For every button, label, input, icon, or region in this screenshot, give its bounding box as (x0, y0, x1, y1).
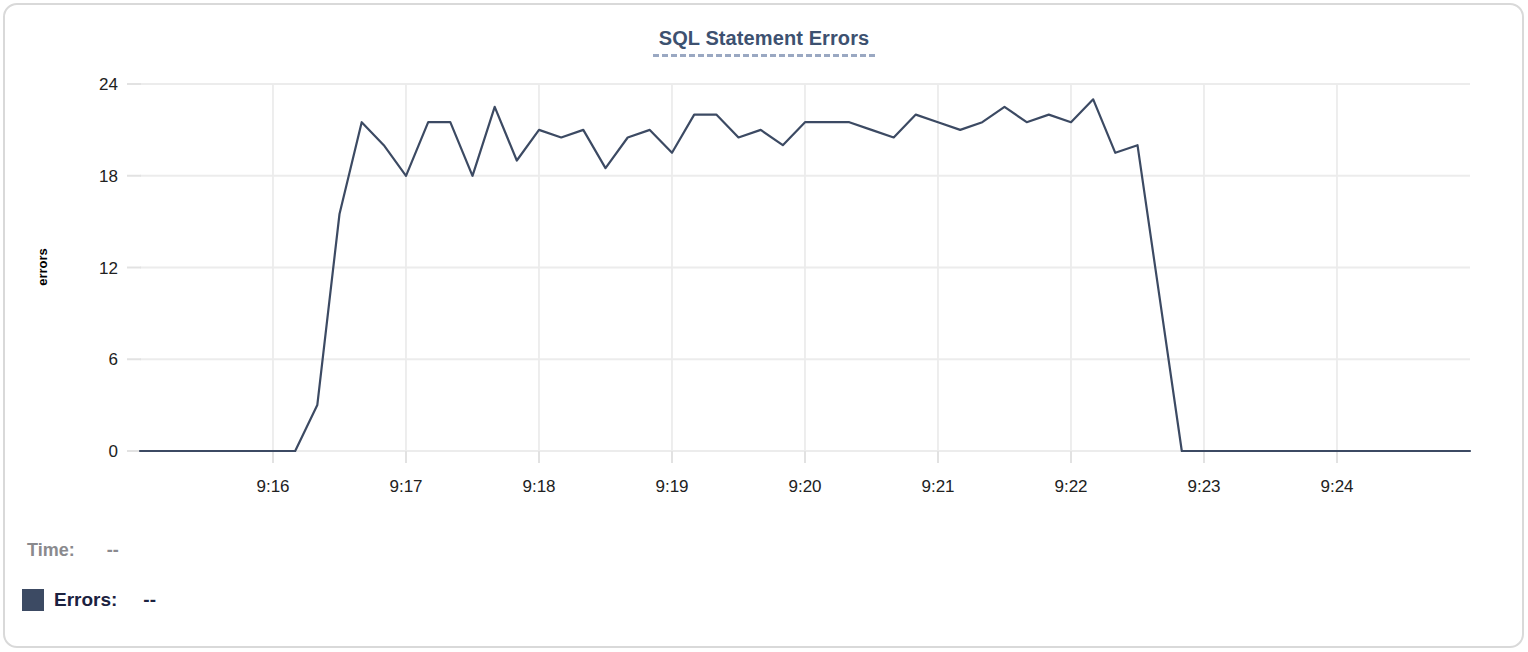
chart-title[interactable]: SQL Statement Errors (653, 27, 876, 57)
y-tick-label: 6 (109, 350, 118, 369)
y-tick-label: 12 (99, 259, 118, 278)
y-axis-tick-marks (127, 84, 141, 451)
x-tick-label: 9:18 (522, 477, 555, 496)
x-tick-label: 9:16 (256, 477, 289, 496)
x-tick-label: 9:21 (921, 477, 954, 496)
time-label: Time: (27, 540, 75, 561)
y-tick-label: 0 (109, 442, 118, 461)
y-tick-label: 18 (99, 167, 118, 186)
errors-label: Errors: (54, 589, 117, 611)
x-tick-label: 9:24 (1320, 477, 1353, 496)
x-axis-tick-marks (273, 451, 1337, 463)
chart-header: SQL Statement Errors (0, 27, 1528, 57)
x-axis-tick-labels: 9:16 9:17 9:18 9:19 9:20 9:21 9:22 9:23 9:24 (256, 477, 1353, 496)
x-tick-label: 9:17 (389, 477, 422, 496)
line-chart-plot-area[interactable]: 0 6 12 18 24 9:16 9:17 9:18 9:19 9:20 9:21 9:22 9:2… (0, 0, 1528, 505)
hover-readout-time: Time: -- (27, 540, 119, 561)
y-axis-title: errors (35, 248, 50, 286)
legend-errors[interactable]: Errors: -- (22, 589, 156, 611)
errors-series-swatch-icon (22, 589, 44, 611)
x-tick-label: 9:20 (788, 477, 821, 496)
y-axis-tick-labels: 0 6 12 18 24 (99, 75, 118, 461)
x-tick-label: 9:19 (655, 477, 688, 496)
x-tick-label: 9:23 (1187, 477, 1220, 496)
y-tick-label: 24 (99, 75, 118, 94)
time-value: -- (107, 540, 119, 561)
x-tick-label: 9:22 (1054, 477, 1087, 496)
errors-value: -- (143, 589, 156, 611)
